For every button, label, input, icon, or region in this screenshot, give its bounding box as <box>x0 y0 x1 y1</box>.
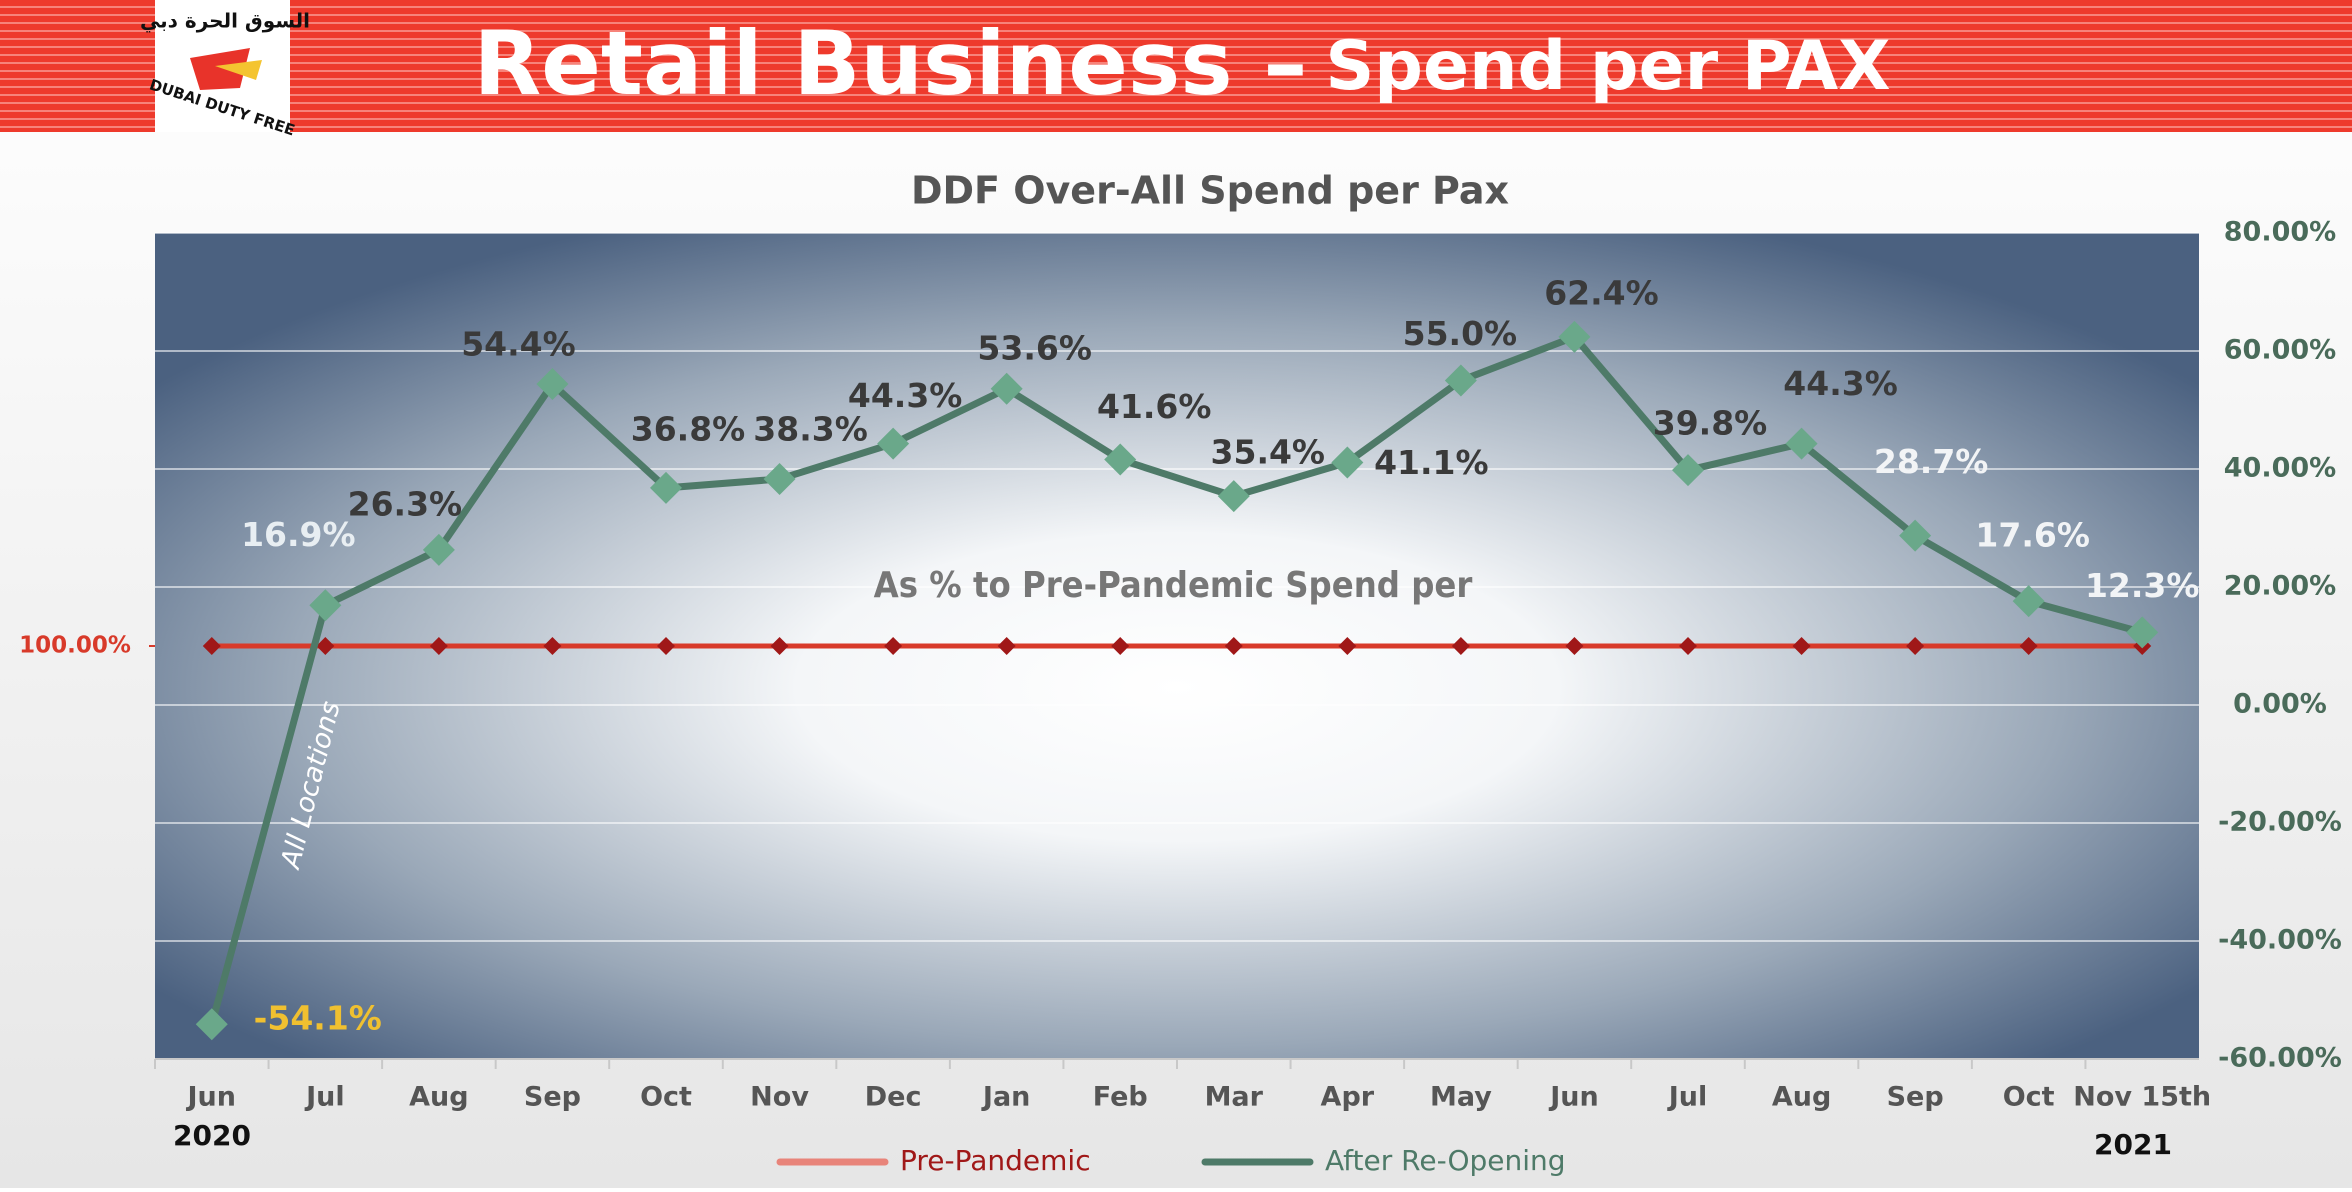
data-label: 36.8% <box>631 409 746 448</box>
marker <box>1899 519 1932 552</box>
data-label: 41.6% <box>1097 387 1212 426</box>
x-tick-label: Jun <box>186 1082 237 1113</box>
marker <box>1338 637 1357 655</box>
y2-tick-label: -60.00% <box>2218 1043 2342 1074</box>
marker <box>1451 637 1470 655</box>
x-tick-label: Sep <box>1887 1082 1944 1113</box>
data-label: 26.3% <box>348 484 463 523</box>
marker <box>1444 364 1477 397</box>
data-label: 41.1% <box>1374 443 1489 482</box>
annotation: As % to Pre-Pandemic Spend per <box>874 565 1473 606</box>
marker <box>429 637 448 655</box>
x-tick-label: Oct <box>2003 1082 2055 1113</box>
x-tick-label: Sep <box>524 1082 581 1113</box>
data-label: 54.4% <box>461 325 576 364</box>
chart-title: DDF Over-All Spend per Pax <box>911 169 1509 213</box>
y2-tick-label: 0.00% <box>2233 689 2327 720</box>
marker <box>763 463 796 496</box>
data-label: 28.7% <box>1874 442 1989 481</box>
marker <box>1111 637 1130 655</box>
x-tick-label: Jul <box>304 1082 345 1113</box>
y2-tick-label: 80.00% <box>2224 217 2336 248</box>
marker <box>884 637 903 655</box>
y2-tick-label: -40.00% <box>2218 925 2342 956</box>
marker <box>1104 443 1137 476</box>
y2-tick-label: -20.00% <box>2218 807 2342 838</box>
data-label: 44.3% <box>848 376 963 415</box>
marker <box>2019 637 2038 655</box>
marker <box>316 637 335 655</box>
logo-accent <box>215 60 262 80</box>
x-tick-label: Dec <box>865 1082 922 1113</box>
x-tick-label: Aug <box>409 1082 468 1113</box>
x-tick-label: Jan <box>981 1082 1031 1113</box>
marker <box>536 368 569 401</box>
x-tick-label: Mar <box>1205 1082 1264 1113</box>
legend-label: After Re-Opening <box>1325 1144 1566 1177</box>
x-tick-label: Aug <box>1772 1082 1831 1113</box>
logo-mark <box>190 48 250 90</box>
y2-tick-label: 60.00% <box>2224 335 2336 366</box>
data-label: 62.4% <box>1544 273 1659 312</box>
x-tick-label: Jul <box>1667 1082 1708 1113</box>
marker <box>1672 454 1704 487</box>
data-label: 44.3% <box>1783 364 1898 403</box>
year-label: 2020 <box>173 1119 251 1152</box>
marker <box>2126 616 2159 649</box>
x-tick-label: May <box>1430 1082 1492 1113</box>
series-line <box>208 333 2144 1026</box>
legend-label: Pre-Pandemic <box>900 1144 1091 1177</box>
x-tick-label: Feb <box>1093 1082 1148 1113</box>
marker <box>202 637 221 655</box>
marker <box>877 427 910 460</box>
marker <box>422 533 455 566</box>
data-label: 16.9% <box>241 515 356 554</box>
y2-tick-label: 20.00% <box>2224 571 2336 602</box>
marker <box>657 637 675 655</box>
y2-tick-label: 40.00% <box>2224 453 2336 484</box>
marker <box>1331 446 1364 479</box>
x-tick-label: Oct <box>640 1082 692 1113</box>
data-label: 39.8% <box>1653 404 1768 443</box>
marker <box>1565 637 1584 655</box>
x-tick-label: Nov <box>750 1082 809 1113</box>
page-title-sub: Spend per PAX <box>1325 27 1890 106</box>
marker <box>1224 637 1243 655</box>
data-label: 17.6% <box>1975 516 2090 555</box>
marker <box>1792 637 1811 655</box>
marker <box>770 637 789 655</box>
x-tick-label: Jun <box>1548 1082 1599 1113</box>
logo-arabic: السوق الحرة دبي <box>140 9 310 34</box>
data-label: 55.0% <box>1403 314 1518 353</box>
marker <box>1558 320 1591 353</box>
marker <box>1785 427 1818 460</box>
data-label: 38.3% <box>753 410 868 449</box>
marker <box>1679 637 1697 655</box>
page-title-main: Retail Business – <box>473 12 1307 115</box>
marker <box>1906 637 1925 655</box>
year-label: 2021 <box>2094 1128 2172 1161</box>
y-tick-label: 100.00% <box>19 633 131 659</box>
data-label: 53.6% <box>977 328 1092 367</box>
x-tick-label: Apr <box>1321 1082 1375 1113</box>
marker <box>650 471 682 504</box>
marker <box>997 637 1016 655</box>
marker <box>309 589 342 622</box>
data-label: 12.3% <box>2085 566 2200 605</box>
marker <box>543 637 562 655</box>
header-banner <box>0 0 2352 132</box>
page-title: Retail Business – Spend per PAX <box>473 12 1890 115</box>
marker <box>195 1008 228 1041</box>
data-label: -54.1% <box>254 999 382 1038</box>
data-label: 35.4% <box>1211 433 1326 472</box>
marker <box>2012 585 2045 618</box>
x-tick-label: Nov 15th <box>2073 1082 2211 1113</box>
marker <box>990 372 1023 405</box>
marker <box>1217 480 1250 513</box>
